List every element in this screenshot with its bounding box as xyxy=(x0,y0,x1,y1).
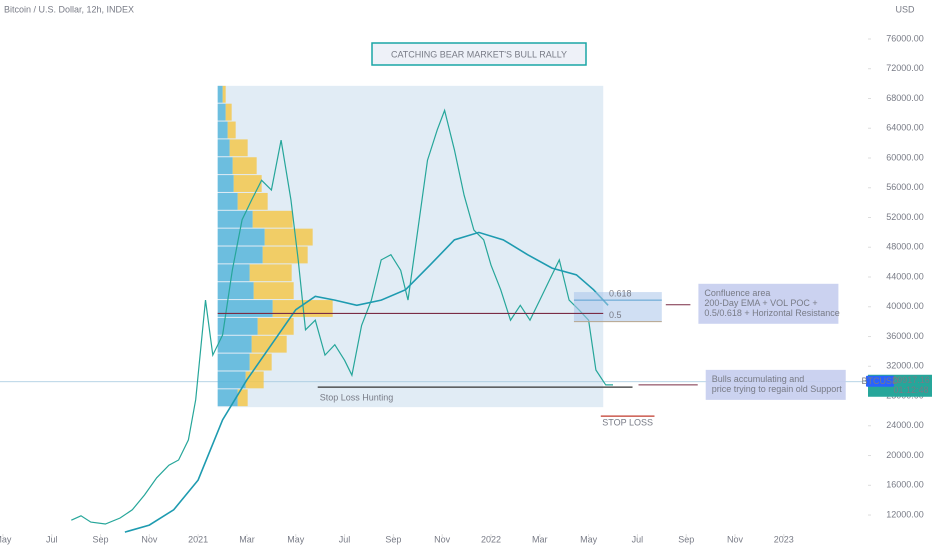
x-tick-label: Nov xyxy=(727,534,744,544)
symbol-tag xyxy=(866,375,894,387)
y-tick-label: 60000.00 xyxy=(886,152,924,162)
symbol: BTCUSD xyxy=(861,376,899,386)
profile-yellow xyxy=(237,192,268,210)
y-tick-label: 12000.00 xyxy=(886,509,924,519)
x-tick-label: Mar xyxy=(532,534,548,544)
x-tick-label: Jul xyxy=(632,534,644,544)
y-tick-label: 32000.00 xyxy=(886,361,924,371)
y-tick-label: 44000.00 xyxy=(886,271,924,281)
y-tick-label: 68000.00 xyxy=(886,93,924,103)
x-tick-label: May xyxy=(0,534,12,544)
profile-yellow xyxy=(257,317,294,335)
y-tick-label: 64000.00 xyxy=(886,123,924,133)
x-tick-label: May xyxy=(580,534,598,544)
y-tick-label: 24000.00 xyxy=(886,420,924,430)
profile-blue xyxy=(217,335,252,353)
profile-yellow xyxy=(264,228,313,246)
x-tick-label: Sep xyxy=(678,534,694,544)
currency: USD xyxy=(895,4,915,14)
y-tick-label: 72000.00 xyxy=(886,63,924,73)
profile-yellow xyxy=(245,371,264,389)
profile-blue xyxy=(217,210,253,228)
profile-yellow xyxy=(232,157,257,175)
x-tick-label: Sep xyxy=(385,534,401,544)
profile-blue xyxy=(217,300,273,317)
note-text: 200-Day EMA + VOL POC + xyxy=(704,298,817,308)
profile-yellow xyxy=(272,300,333,317)
profile-blue xyxy=(217,85,223,103)
y-tick-label: 20000.00 xyxy=(886,450,924,460)
profile-blue xyxy=(217,103,226,121)
profile-blue xyxy=(217,139,230,157)
y-tick-label: 36000.00 xyxy=(886,331,924,341)
y-tick-label: 40000.00 xyxy=(886,301,924,311)
profile-yellow xyxy=(229,139,248,157)
x-tick-label: 2021 xyxy=(188,534,208,544)
y-tick-label: 56000.00 xyxy=(886,182,924,192)
fib-label: 0.5 xyxy=(609,310,622,320)
x-tick-label: Mar xyxy=(239,534,255,544)
note-text: Confluence area xyxy=(704,288,770,298)
x-tick-label: Jul xyxy=(46,534,58,544)
note-text: price trying to regain old Support xyxy=(712,384,843,394)
x-tick-label: Sep xyxy=(93,534,109,544)
y-tick-label: 48000.00 xyxy=(886,242,924,252)
x-tick-label: May xyxy=(287,534,305,544)
x-tick-label: Nov xyxy=(141,534,158,544)
line xyxy=(71,108,613,525)
profile-yellow xyxy=(237,389,248,407)
y-tick-label: 16000.00 xyxy=(886,480,924,490)
title-box xyxy=(371,42,587,66)
profile-yellow xyxy=(251,335,287,353)
profile-yellow xyxy=(262,246,308,264)
profile-blue xyxy=(217,371,246,389)
profile-blue xyxy=(217,228,265,246)
note-box xyxy=(698,283,839,324)
stop-loss-label: STOP LOSS xyxy=(602,417,653,427)
title: CATCHING BEAR MARKET'S BULL RALLY xyxy=(391,49,567,59)
profile-blue xyxy=(217,353,250,371)
profile-yellow xyxy=(225,103,232,121)
profile-blue xyxy=(217,389,238,407)
profile-yellow xyxy=(249,264,292,282)
line xyxy=(124,231,609,533)
fib-box xyxy=(573,292,662,322)
x-tick-label: Jul xyxy=(339,534,351,544)
profile-yellow xyxy=(253,282,294,300)
last-price: 29917.16 xyxy=(892,375,930,385)
profile-blue xyxy=(217,282,254,300)
x-tick-label: Nov xyxy=(434,534,451,544)
profile-yellow xyxy=(249,353,272,371)
x-tick-label: 2022 xyxy=(481,534,501,544)
profile-yellow xyxy=(222,85,226,103)
note-text: 0.5/0.618 + Horizontal Resistance xyxy=(704,308,839,318)
note-box xyxy=(705,369,846,400)
profile-yellow xyxy=(227,121,236,139)
fib-label: 0.618 xyxy=(609,288,632,298)
profile-blue xyxy=(217,121,228,139)
profile-blue xyxy=(217,317,258,335)
profile-blue xyxy=(217,175,234,192)
support-label: Stop Loss Hunting xyxy=(320,392,394,402)
profile-blue xyxy=(217,192,238,210)
note-text: Bulls accumulating and xyxy=(712,374,805,384)
y-tick-label: 76000.00 xyxy=(886,33,924,43)
x-tick-label: 2023 xyxy=(774,534,794,544)
countdown: 01:12:48 xyxy=(893,385,928,395)
profile-blue xyxy=(217,246,263,264)
profile-yellow xyxy=(252,210,293,228)
profile-blue xyxy=(217,157,233,175)
header: Bitcoin / U.S. Dollar, 12h, INDEX xyxy=(4,4,134,14)
profile-blue xyxy=(217,264,250,282)
y-tick-label: 52000.00 xyxy=(886,212,924,222)
profile-yellow xyxy=(233,175,262,192)
